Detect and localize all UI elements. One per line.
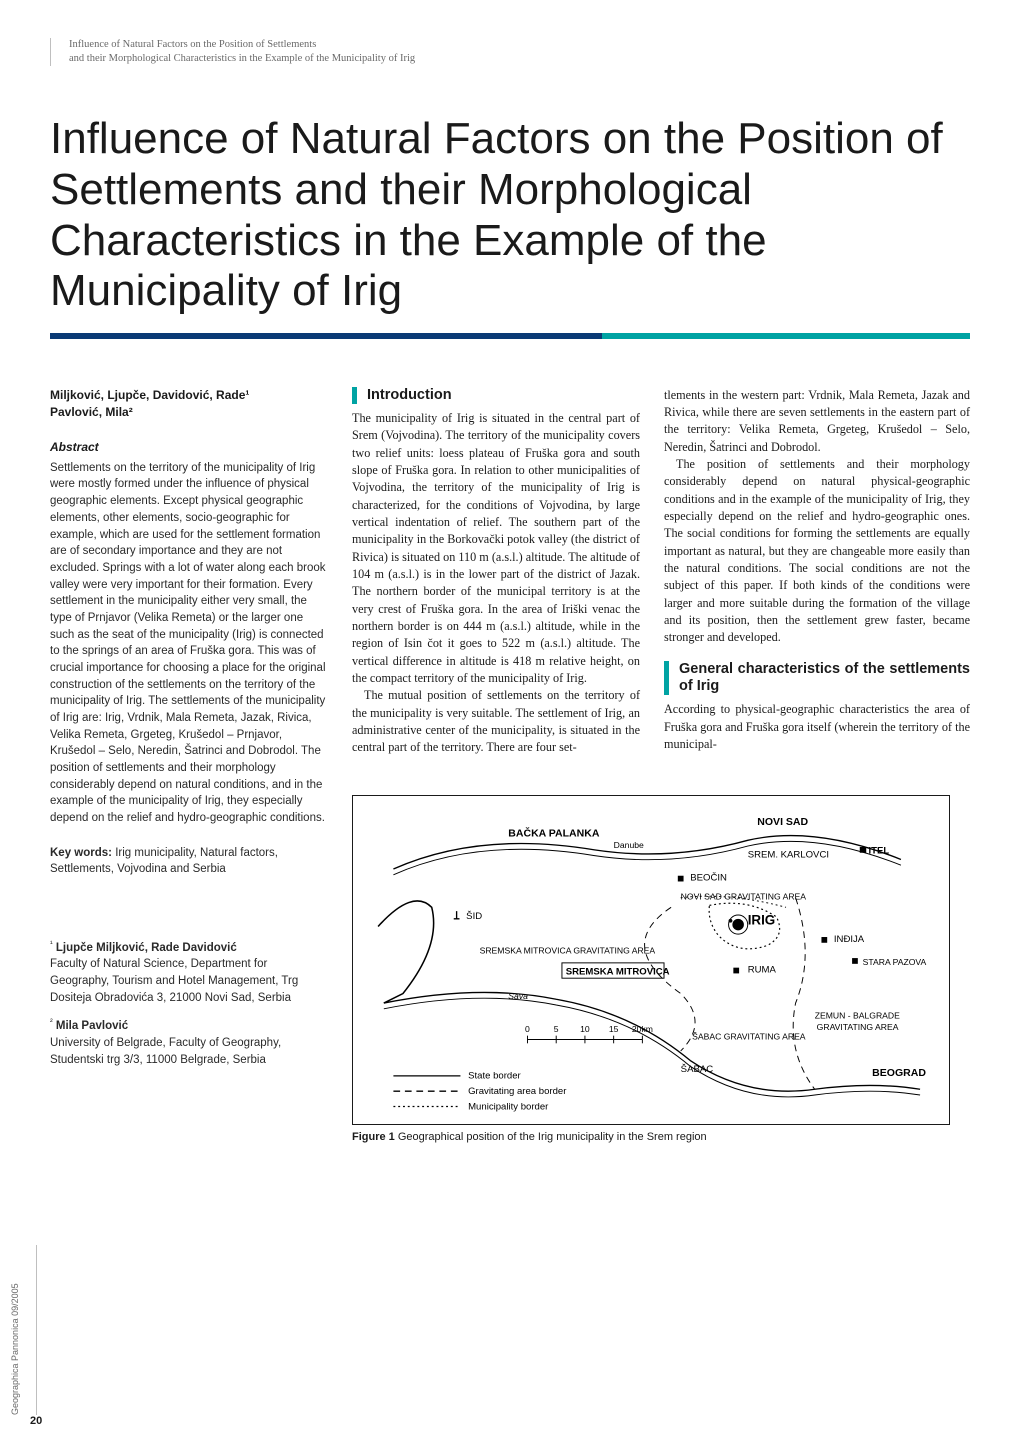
- figure-1-map: 0 5 10 15 20km State border Gravitating area b…: [359, 802, 943, 1118]
- col3-p2: The position of settlements and their mo…: [664, 456, 970, 647]
- affil-1-name: Ljupče Miljković, Rade Davidović: [56, 942, 237, 954]
- article-title: Influence of Natural Factors on the Posi…: [50, 114, 970, 316]
- svg-text:BEOČIN: BEOČIN: [690, 872, 727, 883]
- svg-text:STARA PAZOVA: STARA PAZOVA: [863, 956, 927, 966]
- svg-text:20km: 20km: [632, 1023, 653, 1033]
- mid-right-wrap: Introduction The municipality of Irig is…: [352, 387, 970, 1143]
- running-head: Influence of Natural Factors on the Posi…: [50, 38, 970, 66]
- svg-text:ZEMUN - BALGRADE: ZEMUN - BALGRADE: [815, 1010, 900, 1020]
- svg-text:TITEL: TITEL: [863, 845, 890, 856]
- intro-p2: The mutual position of settlements on th…: [352, 687, 640, 756]
- affil-2-num: ²: [50, 1017, 53, 1026]
- svg-text:Municipality border: Municipality border: [468, 1101, 549, 1112]
- authors-line-1: Miljković, Ljupče, Davidović, Rade¹: [50, 388, 249, 402]
- abstract-body: Settlements on the territory of the muni…: [50, 460, 328, 827]
- mid-right-cols: Introduction The municipality of Irig is…: [352, 387, 970, 757]
- svg-text:SREM. KARLOVCI: SREM. KARLOVCI: [748, 849, 829, 860]
- svg-text:SREMSKA MITROVICA: SREMSKA MITROVICA: [566, 966, 670, 977]
- page-number: 20: [30, 1415, 42, 1427]
- authors-line-2: Pavlović, Mila²: [50, 405, 133, 419]
- intro-p1: The municipality of Irig is situated in …: [352, 410, 640, 687]
- svg-text:SREMSKA MITROVICA GRAVITATING: SREMSKA MITROVICA GRAVITATING AREA: [480, 945, 656, 955]
- col3-p1: tlements in the western part: Vrdnik, Ma…: [664, 387, 970, 456]
- affil-2-name: Mila Pavlović: [56, 1020, 128, 1032]
- svg-text:ŠID: ŠID: [466, 910, 482, 921]
- abstract-heading: Abstract: [50, 439, 328, 456]
- journal-spine: Geographica Pannonica 09/2005: [10, 1283, 20, 1415]
- svg-text:IRIG: IRIG: [748, 912, 776, 927]
- section2-p1: According to physical-geographic charact…: [664, 701, 970, 753]
- svg-text:NOVI SAD GRAVITATING AREA: NOVI SAD GRAVITATING AREA: [681, 891, 807, 901]
- svg-text:BEOGRAD: BEOGRAD: [872, 1067, 926, 1079]
- svg-text:Danube: Danube: [614, 840, 644, 850]
- authors-block: Miljković, Ljupče, Davidović, Rade¹ Pavl…: [50, 387, 328, 421]
- svg-text:ŠABAC: ŠABAC: [681, 1064, 714, 1075]
- affil-2-addr: University of Belgrade, Faculty of Geogr…: [50, 1037, 281, 1066]
- svg-text:BAČKA PALANKA: BAČKA PALANKA: [508, 826, 600, 839]
- svg-text:NOVI SAD: NOVI SAD: [757, 816, 808, 828]
- keywords-label: Key words:: [50, 847, 112, 859]
- affiliation-1: ¹ Ljupče Miljković, Rade Davidović Facul…: [50, 938, 328, 1007]
- affiliation-2: ² Mila Pavlović University of Belgrade, …: [50, 1016, 328, 1068]
- running-head-l2: and their Morphological Characteristics …: [69, 53, 415, 64]
- middle-column: Introduction The municipality of Irig is…: [352, 387, 640, 757]
- svg-text:INĐIJA: INĐIJA: [834, 933, 865, 944]
- svg-text:State border: State border: [468, 1070, 521, 1081]
- svg-text:15: 15: [609, 1023, 619, 1033]
- svg-text:Gravitating area border: Gravitating area border: [468, 1086, 567, 1097]
- figure-1-caption: Figure 1 Geographical position of the Ir…: [352, 1131, 970, 1143]
- left-column: Miljković, Ljupče, Davidović, Rade¹ Pavl…: [50, 387, 328, 1143]
- keywords-block: Key words: Irig municipality, Natural fa…: [50, 845, 328, 878]
- svg-text:Sava: Sava: [508, 991, 528, 1001]
- figure-1-caption-label: Figure 1: [352, 1131, 395, 1143]
- svg-text:GRAVITATING AREA: GRAVITATING AREA: [817, 1022, 899, 1032]
- title-underline: [50, 333, 970, 339]
- introduction-heading: Introduction: [352, 387, 640, 404]
- affil-1-addr: Faculty of Natural Science, Department f…: [50, 958, 298, 1003]
- svg-text:0: 0: [525, 1023, 530, 1033]
- figure-1: 0 5 10 15 20km State border Gravitating area b…: [352, 795, 970, 1143]
- spine-rule: [36, 1245, 37, 1415]
- right-column: tlements in the western part: Vrdnik, Ma…: [664, 387, 970, 757]
- svg-text:RUMA: RUMA: [748, 964, 777, 975]
- body-columns: Miljković, Ljupče, Davidović, Rade¹ Pavl…: [50, 387, 970, 1143]
- running-head-l1: Influence of Natural Factors on the Posi…: [69, 39, 316, 50]
- figure-1-box: 0 5 10 15 20km State border Gravitating area b…: [352, 795, 950, 1125]
- affil-1-num: ¹: [50, 939, 53, 948]
- section2-heading: General characteristics of the settlemen…: [664, 661, 970, 696]
- figure-1-caption-text: Geographical position of the Irig munici…: [395, 1131, 707, 1143]
- svg-text:10: 10: [580, 1023, 590, 1033]
- svg-text:5: 5: [554, 1023, 559, 1033]
- svg-text:ŠABAC GRAVITATING AREA: ŠABAC GRAVITATING AREA: [692, 1031, 806, 1041]
